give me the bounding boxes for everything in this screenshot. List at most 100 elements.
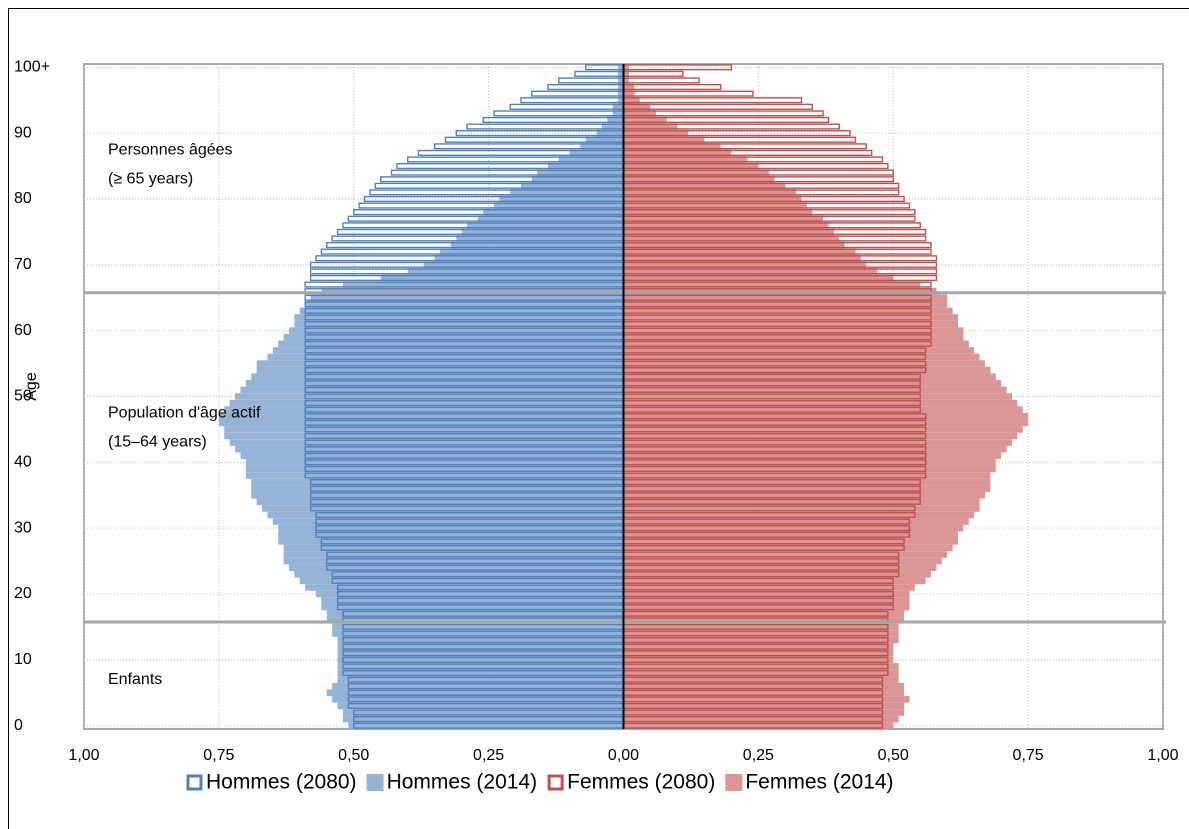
bar <box>245 465 624 473</box>
bar <box>623 689 905 697</box>
bar <box>278 538 624 545</box>
y-tick-label: 40 <box>14 454 32 471</box>
bar <box>245 472 624 479</box>
bar <box>294 320 624 328</box>
x-tick-label: 0,75 <box>203 747 234 764</box>
y-tick-label: 20 <box>14 585 32 602</box>
bar <box>623 182 786 190</box>
bar <box>623 518 969 525</box>
bar <box>623 623 899 631</box>
bar <box>623 426 1023 433</box>
annotation: Personnes âgées <box>108 141 233 158</box>
bar <box>623 248 856 255</box>
bar <box>623 551 948 558</box>
bar <box>623 617 905 624</box>
bar <box>342 281 624 288</box>
bar <box>256 498 624 506</box>
bar <box>623 656 894 664</box>
bar <box>623 406 1023 413</box>
bar <box>623 709 905 716</box>
y-tick-label: 80 <box>14 190 32 207</box>
bar <box>326 689 624 697</box>
bar <box>332 623 624 631</box>
bar <box>623 465 996 473</box>
legend-swatch <box>547 774 564 791</box>
bar <box>251 373 624 381</box>
bar <box>251 491 624 499</box>
bar <box>623 590 910 598</box>
bar <box>278 340 624 348</box>
bar <box>623 432 1018 440</box>
legend-item: Hommes (2014) <box>366 771 537 794</box>
bar <box>623 83 635 91</box>
bar <box>623 215 824 223</box>
bar <box>623 333 964 341</box>
legend-swatch <box>725 774 743 791</box>
legend-label: Hommes (2080) <box>206 771 357 794</box>
bar <box>440 248 624 255</box>
bar <box>623 393 1012 400</box>
bar <box>224 432 624 440</box>
bar <box>623 399 1018 407</box>
y-axis-label: Age <box>23 372 40 401</box>
bar <box>240 452 624 460</box>
bar <box>461 228 624 236</box>
bar <box>623 136 705 144</box>
bar <box>623 175 775 183</box>
bar <box>499 195 624 203</box>
bar <box>623 702 905 710</box>
bar <box>623 669 899 677</box>
bar <box>623 96 640 104</box>
bar <box>289 327 624 334</box>
bar <box>283 557 624 565</box>
bar <box>321 597 624 604</box>
bar <box>623 544 953 552</box>
bar <box>623 360 985 367</box>
bar <box>623 169 770 176</box>
y-tick-label: 10 <box>14 651 32 668</box>
legend-swatch <box>186 774 203 791</box>
bar <box>618 83 624 91</box>
bar <box>235 445 624 453</box>
bar <box>623 531 958 539</box>
bar <box>623 564 937 571</box>
bar <box>623 294 948 302</box>
legend-item: Hommes (2080) <box>186 771 357 794</box>
y-tick-label: 60 <box>14 322 32 339</box>
bar <box>623 380 1002 387</box>
bar <box>623 610 905 618</box>
bar <box>321 603 624 611</box>
x-tick-label: 0,25 <box>473 747 504 764</box>
y-tick-label: 30 <box>14 519 32 536</box>
bar <box>623 663 899 670</box>
bar <box>310 294 624 302</box>
legend-item: Femmes (2080) <box>547 771 715 794</box>
bar <box>623 696 910 703</box>
y-tick-label: 50 <box>14 388 32 405</box>
bar <box>283 544 624 552</box>
bar <box>348 722 624 729</box>
legend-swatch <box>366 774 384 791</box>
bar <box>596 129 624 137</box>
bar <box>332 630 624 637</box>
bar <box>342 709 624 716</box>
bar <box>623 70 629 78</box>
bar <box>623 222 829 229</box>
bar <box>623 123 678 130</box>
bar <box>299 577 624 585</box>
bar <box>623 340 969 348</box>
bar <box>623 103 651 111</box>
bar <box>623 110 656 117</box>
bar <box>337 676 624 683</box>
bar <box>332 682 624 690</box>
bar <box>289 564 624 571</box>
bar <box>256 366 624 374</box>
frame <box>8 8 1189 829</box>
bar <box>623 452 1002 460</box>
bar <box>623 320 958 328</box>
bar <box>623 116 667 124</box>
bar <box>623 373 996 381</box>
bar <box>623 498 980 506</box>
bar <box>623 77 629 84</box>
